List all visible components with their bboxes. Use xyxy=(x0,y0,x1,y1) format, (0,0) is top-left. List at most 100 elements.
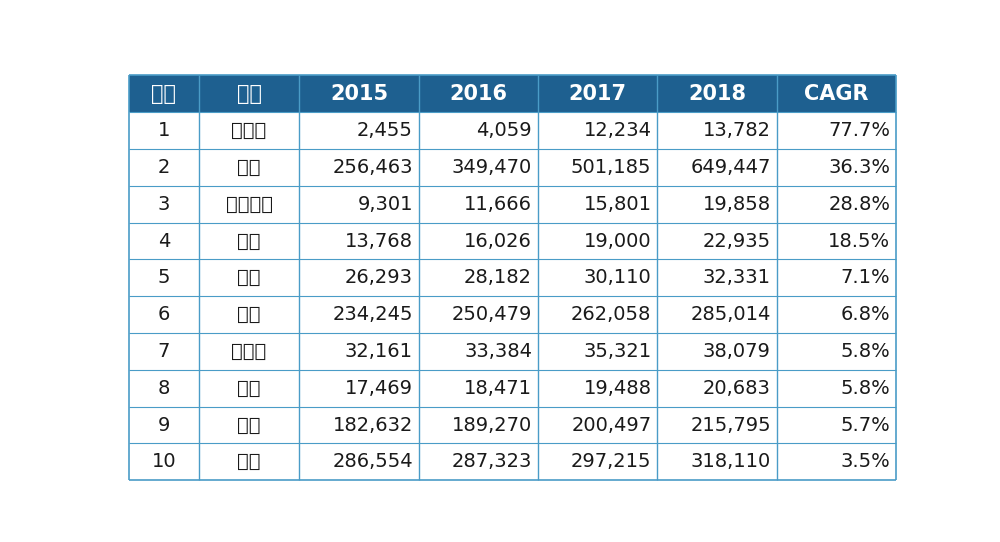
Text: 13,768: 13,768 xyxy=(345,231,413,250)
Text: 19,000: 19,000 xyxy=(584,231,651,250)
Bar xyxy=(129,75,199,112)
Bar xyxy=(129,406,199,443)
Text: 10: 10 xyxy=(152,453,176,472)
Text: 7: 7 xyxy=(158,342,170,361)
Bar xyxy=(657,333,777,370)
Text: 5.8%: 5.8% xyxy=(840,379,890,398)
Text: 인도: 인도 xyxy=(237,231,261,250)
Text: 256,463: 256,463 xyxy=(332,158,413,177)
Text: 일본: 일본 xyxy=(237,453,261,472)
Bar xyxy=(299,406,419,443)
Bar xyxy=(299,296,419,333)
Bar xyxy=(299,370,419,406)
Text: 26,293: 26,293 xyxy=(345,268,413,287)
Bar xyxy=(129,443,199,480)
Bar xyxy=(419,406,538,443)
Bar xyxy=(199,223,299,260)
Bar xyxy=(129,186,199,223)
Bar xyxy=(777,149,896,186)
Bar xyxy=(538,186,657,223)
Text: 5.7%: 5.7% xyxy=(840,416,890,435)
Bar xyxy=(657,370,777,406)
Text: 285,014: 285,014 xyxy=(690,305,771,324)
Bar xyxy=(777,443,896,480)
Bar xyxy=(199,296,299,333)
Text: 7.1%: 7.1% xyxy=(841,268,890,287)
Text: 501,185: 501,185 xyxy=(571,158,651,177)
Text: 19,488: 19,488 xyxy=(583,379,651,398)
Text: 28,182: 28,182 xyxy=(464,268,532,287)
Text: 2016: 2016 xyxy=(449,84,507,104)
Bar xyxy=(419,260,538,296)
Text: 5: 5 xyxy=(158,268,170,287)
Text: 영국: 영국 xyxy=(237,379,261,398)
Text: 독일: 독일 xyxy=(237,416,261,435)
Text: 649,447: 649,447 xyxy=(690,158,771,177)
Bar xyxy=(419,443,538,480)
Bar xyxy=(199,186,299,223)
Text: 189,270: 189,270 xyxy=(452,416,532,435)
Bar xyxy=(657,406,777,443)
Text: 30,110: 30,110 xyxy=(584,268,651,287)
Bar xyxy=(657,223,777,260)
Text: 234,245: 234,245 xyxy=(332,305,413,324)
Bar xyxy=(777,296,896,333)
Text: 2015: 2015 xyxy=(330,84,388,104)
Text: 국가: 국가 xyxy=(237,84,262,104)
Bar xyxy=(299,223,419,260)
Bar xyxy=(419,333,538,370)
Bar xyxy=(538,112,657,149)
Text: 싱가포르: 싱가포르 xyxy=(226,195,273,214)
Bar xyxy=(777,260,896,296)
Bar xyxy=(129,223,199,260)
Bar xyxy=(419,149,538,186)
Text: 12,234: 12,234 xyxy=(583,121,651,140)
Bar xyxy=(299,260,419,296)
Text: 9: 9 xyxy=(158,416,170,435)
Text: 프랑스: 프랑스 xyxy=(231,342,267,361)
Bar xyxy=(199,333,299,370)
Bar xyxy=(777,112,896,149)
Text: 2,455: 2,455 xyxy=(357,121,413,140)
Text: 11,666: 11,666 xyxy=(464,195,532,214)
Bar xyxy=(199,112,299,149)
Bar xyxy=(538,406,657,443)
Text: 8: 8 xyxy=(158,379,170,398)
Bar xyxy=(299,333,419,370)
Bar xyxy=(199,260,299,296)
Bar xyxy=(299,112,419,149)
Bar xyxy=(657,112,777,149)
Text: 4,059: 4,059 xyxy=(476,121,532,140)
Text: 19,858: 19,858 xyxy=(703,195,771,214)
Text: 16,026: 16,026 xyxy=(464,231,532,250)
Bar xyxy=(777,186,896,223)
Bar xyxy=(538,75,657,112)
Text: 18,471: 18,471 xyxy=(464,379,532,398)
Text: 32,161: 32,161 xyxy=(345,342,413,361)
Text: 250,479: 250,479 xyxy=(452,305,532,324)
Bar xyxy=(129,260,199,296)
Text: 4: 4 xyxy=(158,231,170,250)
Text: 17,469: 17,469 xyxy=(345,379,413,398)
Text: 349,470: 349,470 xyxy=(452,158,532,177)
Bar xyxy=(777,370,896,406)
Bar xyxy=(657,296,777,333)
Text: 중국: 중국 xyxy=(237,158,261,177)
Text: 3: 3 xyxy=(158,195,170,214)
Bar xyxy=(299,149,419,186)
Bar xyxy=(419,223,538,260)
Text: 200,497: 200,497 xyxy=(571,416,651,435)
Text: 미국: 미국 xyxy=(237,305,261,324)
Text: 18.5%: 18.5% xyxy=(828,231,890,250)
Bar xyxy=(538,333,657,370)
Text: 33,384: 33,384 xyxy=(464,342,532,361)
Bar xyxy=(129,296,199,333)
Bar xyxy=(777,223,896,260)
Bar xyxy=(419,296,538,333)
Text: 1: 1 xyxy=(158,121,170,140)
Bar xyxy=(419,75,538,112)
Text: 5.8%: 5.8% xyxy=(840,342,890,361)
Text: 287,323: 287,323 xyxy=(452,453,532,472)
Text: 6.8%: 6.8% xyxy=(841,305,890,324)
Text: 베트남: 베트남 xyxy=(231,121,267,140)
